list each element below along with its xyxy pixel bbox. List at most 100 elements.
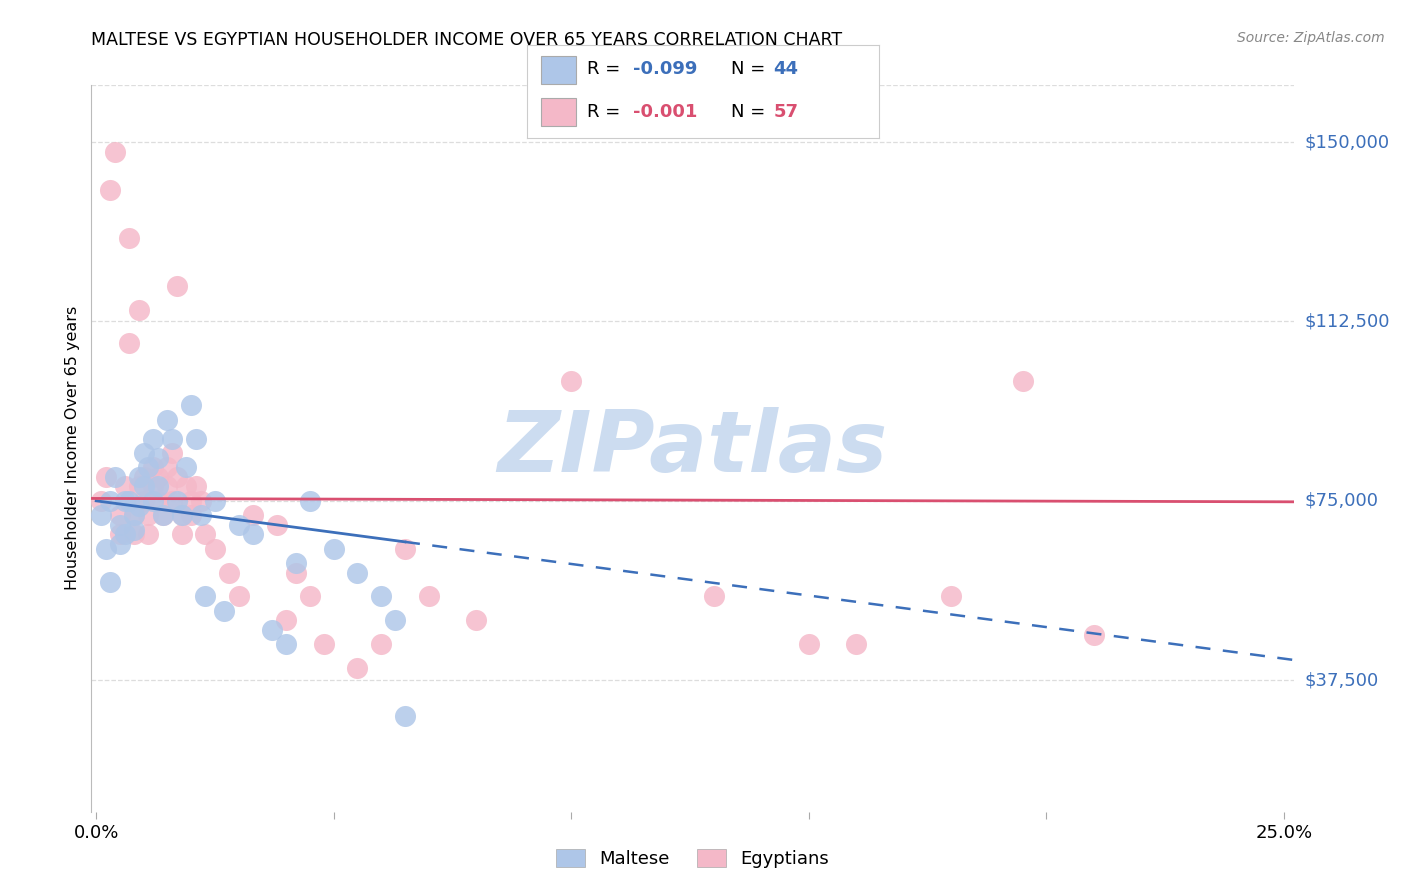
Point — [214, 604, 236, 618]
Point — [156, 412, 179, 426]
Point — [560, 374, 582, 388]
Point — [218, 566, 240, 580]
Point — [180, 398, 202, 412]
FancyBboxPatch shape — [541, 56, 576, 84]
Point — [204, 541, 226, 556]
Point — [465, 614, 488, 628]
Text: $112,500: $112,500 — [1305, 312, 1391, 331]
Point — [160, 432, 183, 446]
Point — [100, 575, 122, 590]
Point — [156, 460, 179, 475]
Point — [242, 508, 264, 523]
Text: Source: ZipAtlas.com: Source: ZipAtlas.com — [1237, 31, 1385, 45]
Point — [1083, 628, 1105, 642]
Point — [90, 508, 112, 523]
Point — [122, 508, 145, 523]
Point — [346, 566, 368, 580]
Point — [132, 470, 155, 484]
Point — [156, 479, 179, 493]
Point — [128, 499, 150, 513]
Point — [160, 493, 183, 508]
Point — [114, 493, 136, 508]
Point — [142, 479, 165, 493]
Point — [160, 446, 183, 460]
Point — [132, 446, 155, 460]
Point — [384, 614, 406, 628]
Point — [845, 637, 868, 651]
Point — [138, 460, 160, 475]
Point — [152, 508, 174, 523]
Point — [108, 527, 131, 541]
Point — [90, 493, 112, 508]
Point — [322, 541, 344, 556]
Point — [284, 556, 307, 570]
Point — [194, 527, 217, 541]
Point — [298, 590, 321, 604]
Point — [228, 517, 250, 532]
Point — [276, 614, 298, 628]
Point — [228, 590, 250, 604]
Point — [146, 470, 169, 484]
Point — [128, 302, 150, 317]
Point — [394, 541, 416, 556]
Point — [797, 637, 820, 651]
Point — [370, 637, 392, 651]
Text: N =: N = — [731, 103, 765, 120]
Point — [190, 493, 212, 508]
Point — [100, 183, 122, 197]
Point — [170, 508, 193, 523]
Point — [176, 479, 198, 493]
Point — [132, 479, 155, 493]
Point — [260, 623, 283, 637]
Point — [118, 231, 141, 245]
Text: 44: 44 — [773, 61, 799, 78]
Point — [94, 470, 117, 484]
Point — [146, 479, 169, 493]
Point — [180, 493, 202, 508]
Point — [418, 590, 440, 604]
Text: R =: R = — [588, 61, 620, 78]
Point — [166, 470, 188, 484]
Point — [138, 508, 160, 523]
Text: $37,500: $37,500 — [1305, 671, 1379, 690]
Text: -0.001: -0.001 — [633, 103, 697, 120]
Point — [118, 336, 141, 351]
Point — [298, 493, 321, 508]
Point — [108, 537, 131, 551]
Point — [128, 470, 150, 484]
Point — [242, 527, 264, 541]
Text: 57: 57 — [773, 103, 799, 120]
Point — [138, 527, 160, 541]
Point — [346, 661, 368, 675]
Point — [284, 566, 307, 580]
Point — [100, 493, 122, 508]
Text: N =: N = — [731, 61, 765, 78]
Point — [184, 432, 207, 446]
Point — [122, 508, 145, 523]
Point — [190, 508, 212, 523]
Point — [394, 709, 416, 723]
Point — [122, 523, 145, 537]
Point — [146, 493, 169, 508]
Text: R =: R = — [588, 103, 620, 120]
Point — [152, 508, 174, 523]
Point — [170, 527, 193, 541]
Point — [180, 508, 202, 523]
Point — [170, 508, 193, 523]
Point — [166, 493, 188, 508]
Point — [94, 541, 117, 556]
Text: $75,000: $75,000 — [1305, 491, 1379, 510]
Point — [184, 479, 207, 493]
Point — [142, 460, 165, 475]
Legend: Maltese, Egyptians: Maltese, Egyptians — [548, 841, 837, 875]
Point — [176, 460, 198, 475]
Point — [122, 527, 145, 541]
Text: MALTESE VS EGYPTIAN HOUSEHOLDER INCOME OVER 65 YEARS CORRELATION CHART: MALTESE VS EGYPTIAN HOUSEHOLDER INCOME O… — [91, 31, 842, 49]
Point — [204, 493, 226, 508]
Point — [108, 517, 131, 532]
Text: $150,000: $150,000 — [1305, 133, 1389, 151]
Point — [104, 145, 127, 159]
Point — [276, 637, 298, 651]
Point — [166, 278, 188, 293]
Point — [941, 590, 963, 604]
